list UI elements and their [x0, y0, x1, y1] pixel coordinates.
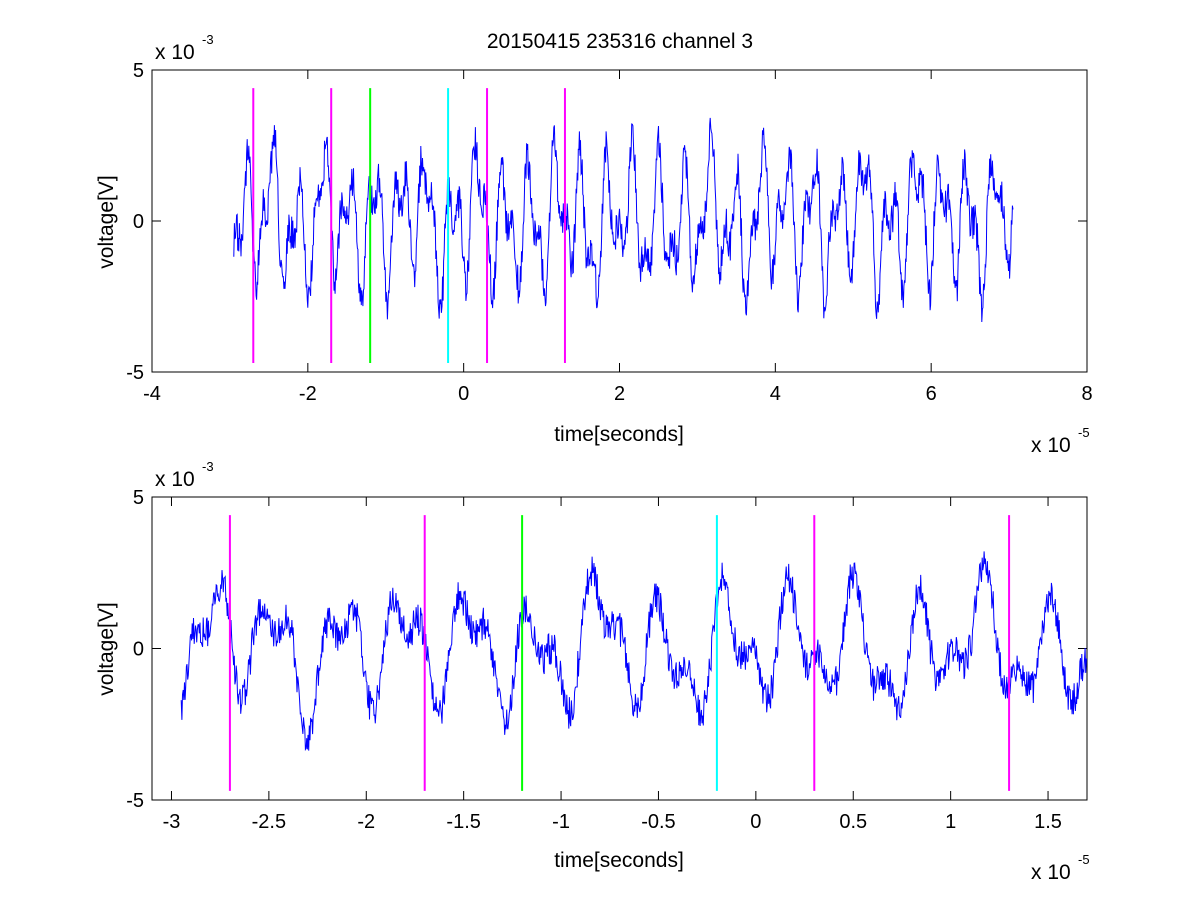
plot-1-y-tick-labels: -5 0 5	[126, 60, 144, 384]
plot-2-x-multiplier: x 10 -5	[1031, 852, 1090, 884]
plot-2-x-multiplier-base: x 10	[1031, 861, 1071, 884]
plot-2-x-tick-label: -1.5	[446, 811, 480, 833]
plot-2-y-tick-label: 0	[133, 639, 144, 661]
plot-1-x-tick-label: 4	[770, 383, 781, 405]
plot-1-y-tick-label: -5	[126, 362, 144, 384]
plot-1-title: 20150415 235316 channel 3	[487, 30, 753, 53]
plot-2-y-tick-labels: -5 0 5	[126, 487, 144, 812]
plot-1-x-tick-labels: -4 -2 0 2 4 6 8	[143, 383, 1092, 405]
plot-1-y-multiplier-base: x 10	[155, 41, 195, 64]
plot-2-x-tick-label: -2.5	[252, 811, 286, 833]
plot-1-y-axis-label: voltage[V]	[95, 175, 118, 268]
plot-2-x-tick-label: -2	[357, 811, 375, 833]
plot-2-x-tick-label: 1	[945, 811, 956, 833]
plot-2-x-axis-label: time[seconds]	[554, 849, 684, 872]
plot-1-y-multiplier-exp: -3	[202, 32, 214, 47]
plot-2-x-multiplier-exp: -5	[1078, 852, 1090, 867]
plot-1-ticks	[151, 69, 1088, 373]
plot-1-x-tick-label: 8	[1081, 383, 1092, 405]
plot-1-x-tick-label: 2	[614, 383, 625, 405]
plot-2-x-tick-label: 0	[750, 811, 761, 833]
plot-2-x-tick-label: 0.5	[839, 811, 867, 833]
plot-1-markers	[252, 88, 566, 363]
plot-2-signal-line	[180, 551, 1087, 752]
plot-1-y-multiplier: x 10 -3	[155, 32, 214, 64]
plot-1-x-tick-label: 0	[458, 383, 469, 405]
plot-2-x-tick-label: -0.5	[641, 811, 675, 833]
plot-2-markers	[228, 515, 1011, 791]
plot-1-x-tick-label: -4	[143, 383, 161, 405]
plot-1-x-multiplier-base: x 10	[1031, 434, 1071, 457]
plot-1-x-axis-label: time[seconds]	[554, 423, 684, 446]
plot-1-y-tick-label: 5	[133, 60, 144, 82]
plot-2-x-tick-labels: -3 -2.5 -2 -1.5 -1 -0.5 0 0.5 1 1.5	[163, 811, 1062, 833]
plot-1-x-multiplier: x 10 -5	[1031, 425, 1090, 457]
plot-2-y-tick-label: 5	[133, 487, 144, 509]
plot-2: -3 -2.5 -2 -1.5 -1 -0.5 0 0.5 1 1.5 -5 0 5 time[sec…	[95, 459, 1090, 884]
plot-2-x-tick-label: -3	[163, 811, 181, 833]
plot-1-x-tick-label: 6	[926, 383, 937, 405]
plot-1-signal-line	[233, 117, 1014, 323]
plot-2-y-multiplier-exp: -3	[202, 459, 214, 474]
plot-2-y-multiplier: x 10 -3	[155, 459, 214, 491]
plot-2-x-tick-label: -1	[552, 811, 570, 833]
plot-1: 20150415 235316 channel 3 -4 -2 0 2 4 6 8 -5 0 5…	[95, 30, 1093, 457]
plot-2-y-multiplier-base: x 10	[155, 468, 195, 491]
plot-1-x-tick-label: -2	[299, 383, 317, 405]
plot-2-y-tick-label: -5	[126, 790, 144, 812]
plot-1-y-tick-label: 0	[133, 211, 144, 233]
plot-2-ticks	[152, 496, 1087, 801]
plot-1-x-multiplier-exp: -5	[1078, 425, 1090, 440]
plot-2-y-axis-label: voltage[V]	[95, 602, 118, 695]
plot-2-x-tick-label: 1.5	[1034, 811, 1062, 833]
